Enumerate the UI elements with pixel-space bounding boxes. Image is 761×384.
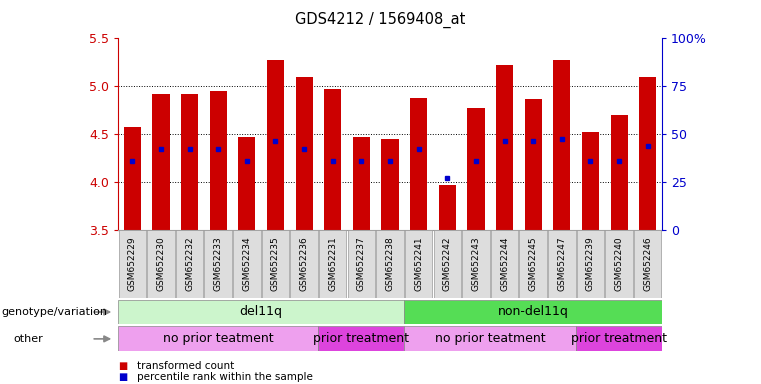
Text: GSM652245: GSM652245 (529, 237, 538, 291)
Bar (124, 127, 141, 230)
Bar (438, 185, 456, 230)
FancyBboxPatch shape (577, 230, 604, 298)
FancyBboxPatch shape (405, 230, 432, 298)
FancyBboxPatch shape (491, 230, 518, 298)
Bar (152, 94, 170, 230)
Text: GSM652229: GSM652229 (128, 237, 137, 291)
Text: GSM652246: GSM652246 (643, 237, 652, 291)
FancyBboxPatch shape (605, 230, 633, 298)
Text: GSM652230: GSM652230 (157, 237, 165, 291)
FancyBboxPatch shape (262, 230, 289, 298)
FancyBboxPatch shape (462, 230, 489, 298)
FancyBboxPatch shape (118, 326, 318, 351)
Bar (524, 99, 542, 230)
Bar (496, 65, 513, 230)
Text: transformed count: transformed count (137, 361, 234, 371)
FancyBboxPatch shape (233, 230, 260, 298)
Text: ■: ■ (118, 372, 127, 382)
Text: GSM652244: GSM652244 (500, 237, 509, 291)
FancyBboxPatch shape (118, 300, 404, 324)
Text: del11q: del11q (240, 306, 282, 318)
Text: GSM652236: GSM652236 (300, 237, 309, 291)
FancyBboxPatch shape (291, 230, 318, 298)
FancyBboxPatch shape (176, 230, 203, 298)
Bar (295, 77, 313, 230)
Bar (467, 108, 485, 230)
Text: other: other (14, 334, 43, 344)
Text: GSM652243: GSM652243 (471, 237, 480, 291)
FancyBboxPatch shape (318, 326, 404, 351)
Bar (610, 115, 628, 230)
Bar (410, 98, 427, 230)
Bar (267, 61, 284, 230)
Text: GSM652241: GSM652241 (414, 237, 423, 291)
Text: percentile rank within the sample: percentile rank within the sample (137, 372, 313, 382)
Bar (238, 137, 256, 230)
FancyBboxPatch shape (576, 326, 662, 351)
FancyBboxPatch shape (147, 230, 175, 298)
FancyBboxPatch shape (319, 230, 346, 298)
Text: no prior teatment: no prior teatment (435, 333, 546, 345)
FancyBboxPatch shape (404, 326, 576, 351)
Text: GSM652240: GSM652240 (615, 237, 623, 291)
Bar (639, 77, 656, 230)
FancyBboxPatch shape (634, 230, 661, 298)
Text: GSM652239: GSM652239 (586, 237, 595, 291)
Text: genotype/variation: genotype/variation (2, 307, 107, 317)
FancyBboxPatch shape (205, 230, 232, 298)
Text: GSM652237: GSM652237 (357, 237, 366, 291)
FancyBboxPatch shape (520, 230, 547, 298)
Bar (181, 94, 198, 230)
FancyBboxPatch shape (119, 230, 146, 298)
Bar (582, 132, 599, 230)
Text: GSM652238: GSM652238 (386, 237, 394, 291)
Bar (553, 60, 571, 230)
Bar (381, 139, 399, 230)
FancyBboxPatch shape (348, 230, 375, 298)
Bar (324, 89, 342, 230)
Text: GSM652235: GSM652235 (271, 237, 280, 291)
Bar (353, 137, 370, 230)
Text: GSM652233: GSM652233 (214, 237, 223, 291)
Text: ■: ■ (118, 361, 127, 371)
FancyBboxPatch shape (434, 230, 461, 298)
Text: no prior teatment: no prior teatment (163, 333, 273, 345)
Text: GDS4212 / 1569408_at: GDS4212 / 1569408_at (295, 12, 466, 28)
FancyBboxPatch shape (548, 230, 575, 298)
Bar (209, 91, 227, 230)
Text: GSM652242: GSM652242 (443, 237, 452, 291)
Text: GSM652232: GSM652232 (185, 237, 194, 291)
Text: prior treatment: prior treatment (314, 333, 409, 345)
Text: prior treatment: prior treatment (571, 333, 667, 345)
Text: GSM652234: GSM652234 (242, 237, 251, 291)
Text: non-del11q: non-del11q (498, 306, 568, 318)
FancyBboxPatch shape (404, 300, 662, 324)
Text: GSM652231: GSM652231 (328, 237, 337, 291)
Text: GSM652247: GSM652247 (557, 237, 566, 291)
FancyBboxPatch shape (376, 230, 404, 298)
